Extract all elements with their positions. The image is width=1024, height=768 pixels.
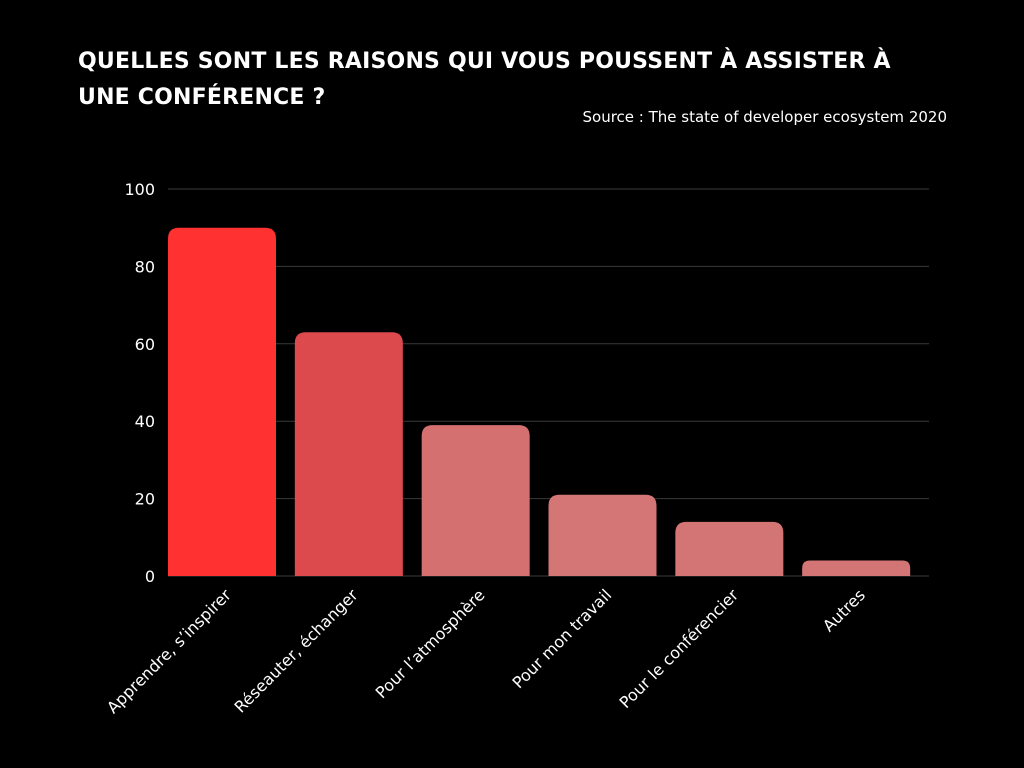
x-tick-label: Pour mon travail — [508, 585, 615, 692]
bar — [548, 494, 657, 576]
y-tick-label: 20 — [135, 490, 155, 509]
x-tick-label: Autres — [819, 585, 869, 635]
bar — [675, 521, 784, 576]
bar — [168, 227, 276, 576]
bar — [802, 560, 911, 576]
y-tick-label: 100 — [124, 180, 155, 199]
y-tick-label: 0 — [145, 567, 155, 586]
chart-title: QUELLES SONT LES RAISONS QUI VOUS POUSSE… — [78, 49, 891, 110]
y-tick-label: 60 — [135, 335, 155, 354]
bars — [168, 227, 911, 576]
y-tick-label: 40 — [135, 412, 155, 431]
chart-source: Source : The state of developer ecosyste… — [582, 108, 947, 126]
x-tick-label: Apprendre, s’inspirer — [103, 585, 235, 717]
bar — [294, 332, 403, 576]
bar — [421, 425, 530, 576]
y-tick-label: 80 — [135, 257, 155, 276]
x-tick-label: Réseauter, échanger — [230, 585, 361, 716]
x-tick-label: Pour le conférencier — [616, 585, 743, 712]
x-tick-label: Pour l’atmosphère — [372, 585, 489, 702]
y-axis-tick-labels: 0 20 40 60 80 100 — [124, 180, 155, 586]
